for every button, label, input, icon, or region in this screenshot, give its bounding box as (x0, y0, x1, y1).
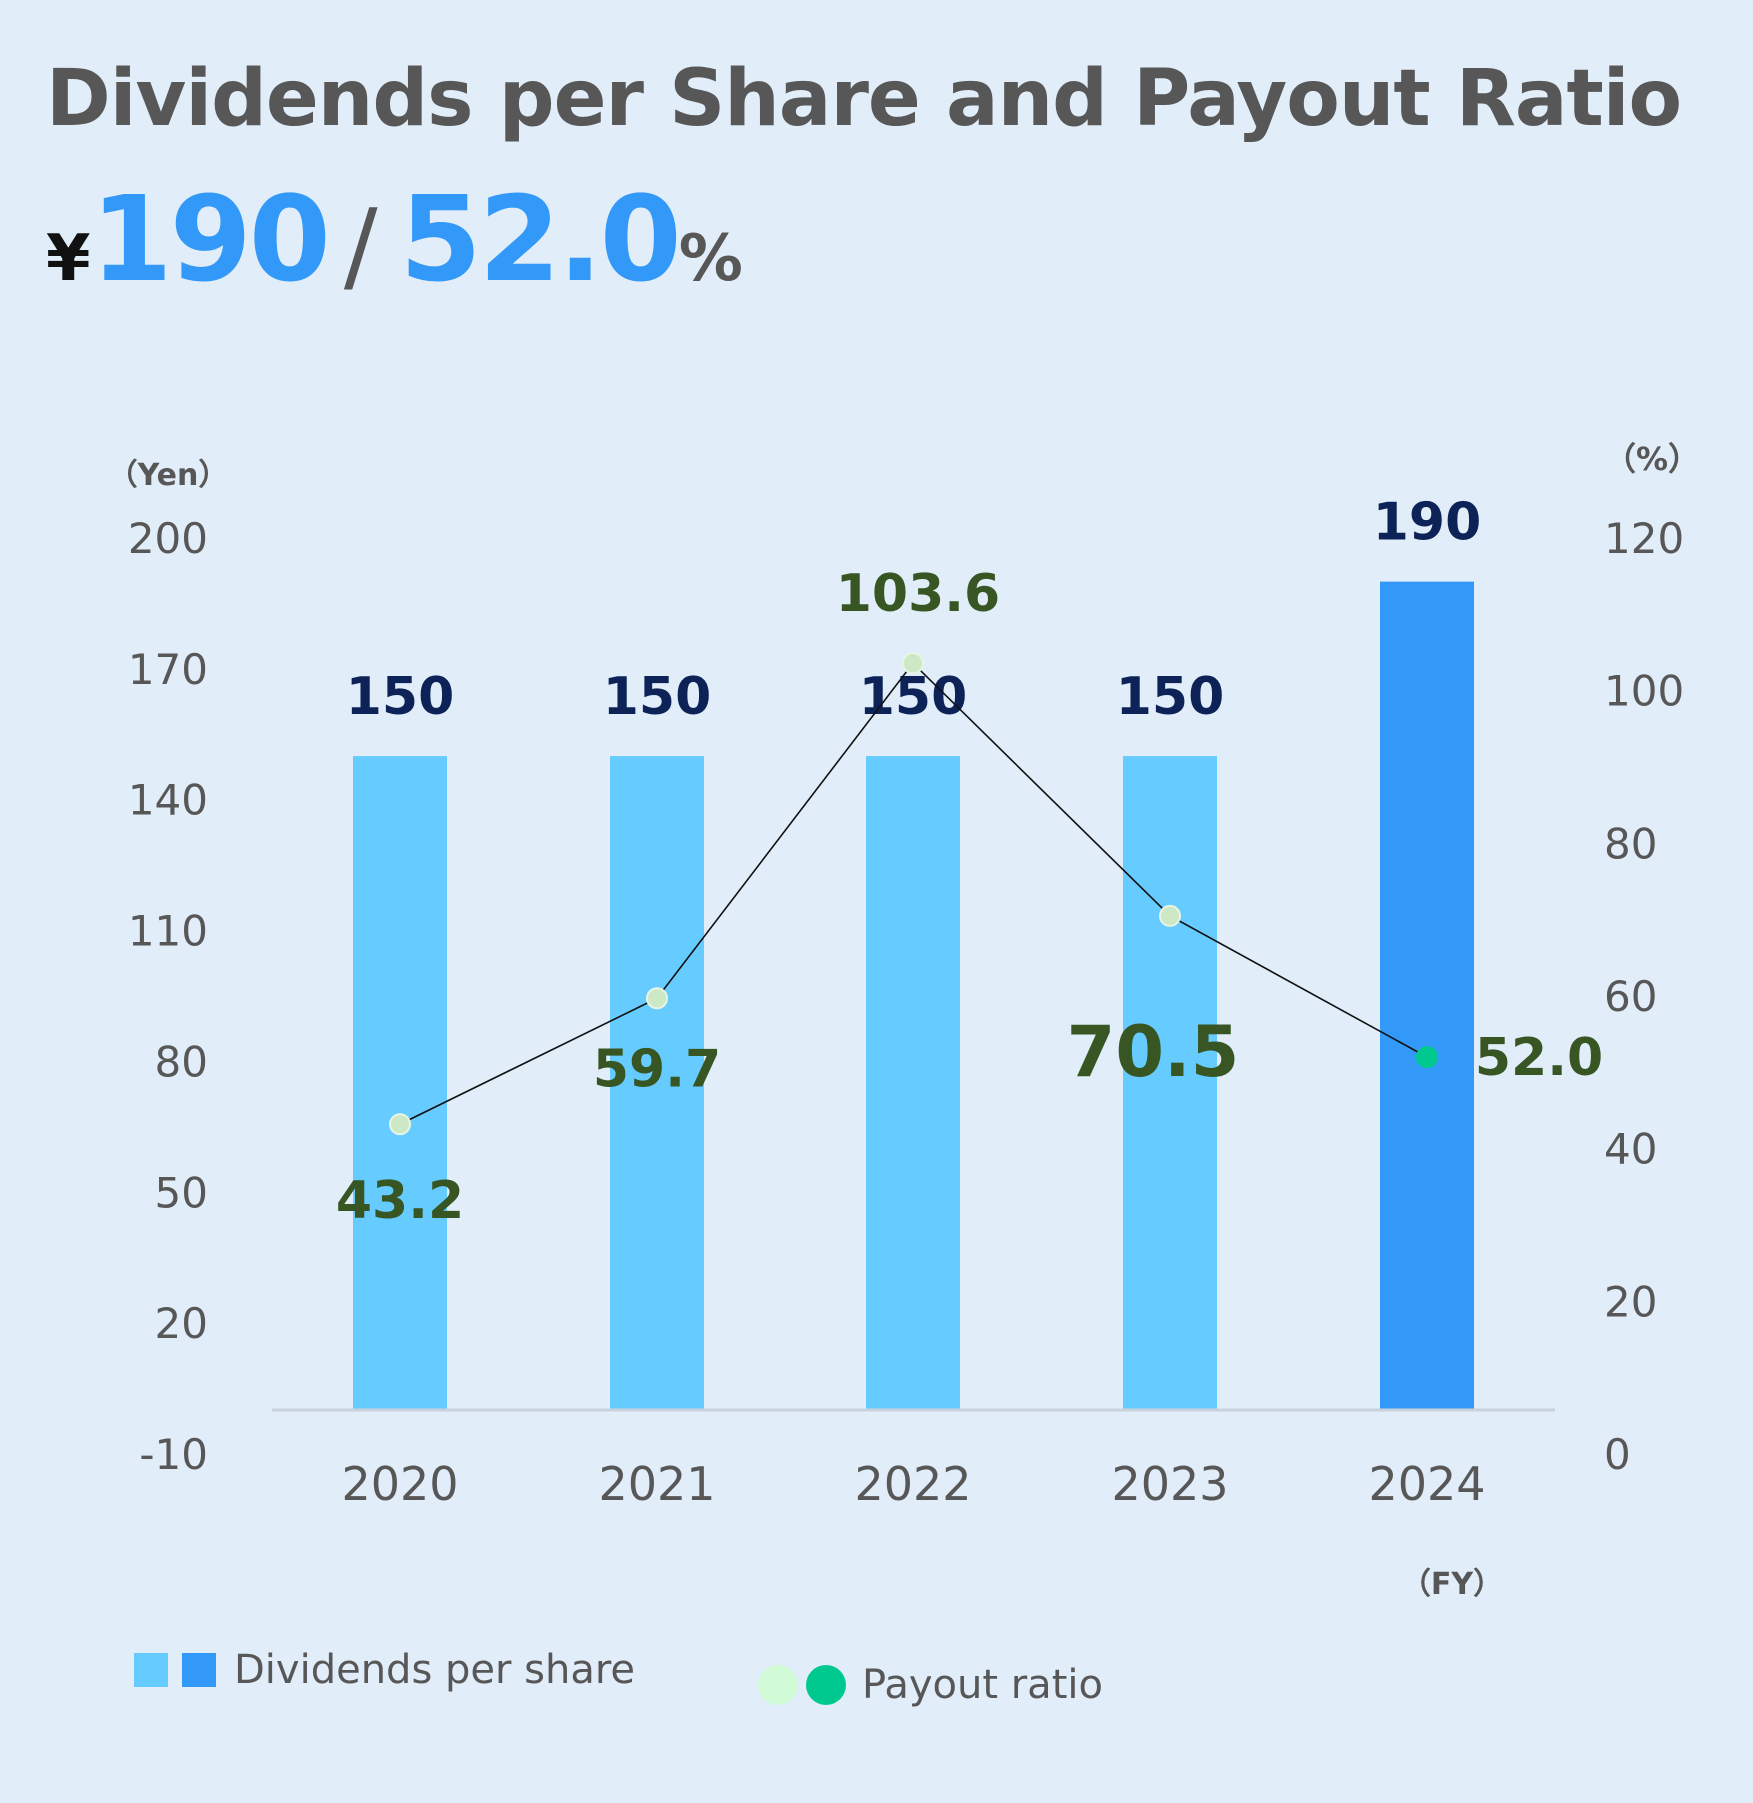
legend-payout-label: Payout ratio (862, 1662, 1103, 1708)
right-axis-tick: 100 (1604, 667, 1684, 716)
legend-swatch-dark (182, 1653, 216, 1687)
bar-value-label: 150 (346, 667, 455, 727)
bar-value-label: 190 (1373, 493, 1482, 553)
headline-payout-value: 52.0 (399, 170, 682, 308)
x-axis-tick: 2020 (341, 1457, 458, 1511)
bar-dividend (1123, 756, 1217, 1410)
left-axis-tick: -10 (139, 1430, 208, 1479)
legend-payout: Payout ratio (758, 1660, 1103, 1708)
payout-point (646, 987, 668, 1010)
bar-dividend (866, 756, 960, 1410)
bar-dividend (610, 756, 704, 1410)
left-axis-tick: 50 (155, 1168, 208, 1217)
right-axis-tick: 120 (1604, 514, 1684, 563)
payout-point (1416, 1046, 1438, 1069)
bar-dividend (353, 756, 447, 1410)
payout-point (902, 652, 924, 675)
payout-value-label: 59.7 (593, 1039, 721, 1099)
headline-figures: ¥190/52.0% (46, 170, 743, 308)
headline-yen-symbol: ¥ (46, 222, 91, 296)
left-axis-tick: 200 (128, 514, 208, 563)
right-axis-tick: 40 (1604, 1125, 1657, 1174)
payout-point (389, 1113, 411, 1136)
legend-swatch-light (134, 1653, 168, 1687)
legend-dot-light (758, 1665, 798, 1705)
headline-dividend-value: 190 (90, 170, 331, 308)
payout-value-label: 70.5 (1067, 1011, 1240, 1093)
legend-dividends-label: Dividends per share (234, 1647, 636, 1693)
left-axis-tick: 80 (155, 1037, 208, 1086)
payout-value-label: 103.6 (836, 564, 1000, 624)
payout-value-label: 43.2 (336, 1171, 464, 1231)
headline-pct-symbol: % (678, 222, 743, 296)
right-axis-tick: 80 (1604, 819, 1657, 868)
bar-value-label: 150 (859, 667, 968, 727)
left-axis-unit: （Yen） (108, 458, 229, 493)
left-axis-tick: 170 (128, 645, 208, 694)
bar-value-label: 150 (1116, 667, 1225, 727)
x-axis-tick: 2022 (854, 1457, 971, 1511)
right-axis-unit: （%） (1604, 440, 1700, 478)
headline-slash: / (343, 187, 378, 304)
payout-point (1159, 904, 1181, 927)
x-axis-tick: 2021 (598, 1457, 715, 1511)
right-axis-tick: 20 (1604, 1277, 1657, 1326)
left-axis-tick: 20 (155, 1299, 208, 1348)
x-axis-unit: （FY） (1401, 1567, 1503, 1602)
right-axis-tick: 0 (1604, 1430, 1631, 1479)
left-axis-tick: 110 (128, 907, 208, 956)
chart-title: Dividends per Share and Payout Ratio (46, 54, 1682, 144)
bar-value-label: 150 (603, 667, 712, 727)
legend-dot-dark (806, 1665, 846, 1705)
x-axis-tick: 2023 (1111, 1457, 1228, 1511)
x-axis-tick: 2024 (1368, 1457, 1485, 1511)
bar-dividend (1380, 581, 1474, 1410)
legend-dividends: Dividends per share (134, 1645, 635, 1693)
left-axis-tick: 140 (128, 776, 208, 825)
payout-value-label: 52.0 (1475, 1028, 1603, 1088)
right-axis-tick: 60 (1604, 972, 1657, 1021)
